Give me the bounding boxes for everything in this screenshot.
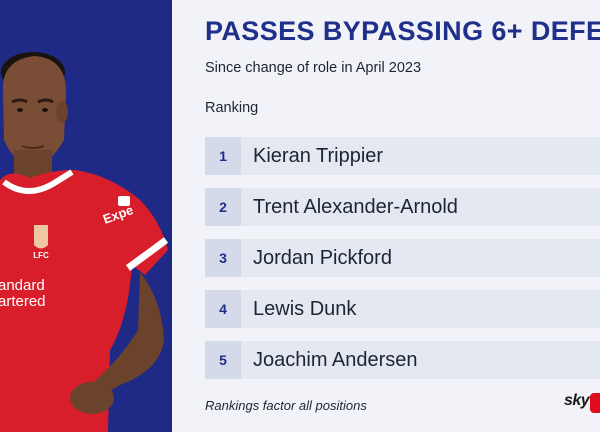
ranking-row: 5 Joachim Andersen	[205, 341, 600, 379]
player-name: Kieran Trippier	[253, 145, 384, 167]
player-photo: LFC Expe andard artered	[0, 52, 169, 432]
crest-text: LFC	[33, 251, 49, 260]
page-title: PASSES BYPASSING 6+ DEFENDERS	[205, 16, 600, 46]
footnote: Rankings factor all positions	[205, 398, 367, 413]
shirt-sponsor-line-1: andard	[0, 277, 45, 294]
logo-mark	[590, 393, 600, 413]
rank-number: 2	[205, 188, 241, 226]
rankings-panel: PASSES BYPASSING 6+ DEFENDERS Since chan…	[172, 0, 600, 432]
ranking-row: 4 Lewis Dunk	[205, 290, 600, 328]
rank-number: 1	[205, 137, 241, 175]
player-photo-panel: LFC Expe andard artered	[0, 0, 172, 432]
player-name: Trent Alexander-Arnold	[253, 196, 458, 218]
shirt-sponsor-line-2: artered	[0, 293, 46, 310]
section-label: Ranking	[205, 100, 259, 116]
player-name: Lewis Dunk	[253, 298, 357, 320]
subtitle: Since change of role in April 2023	[205, 60, 422, 76]
player-name: Jordan Pickford	[253, 247, 392, 269]
rank-number: 4	[205, 290, 241, 328]
rank-number: 5	[205, 341, 241, 379]
ranking-row: 3 Jordan Pickford	[205, 239, 600, 277]
logo-text: sky	[564, 392, 590, 409]
rank-number: 3	[205, 239, 241, 277]
ranking-row: 1 Kieran Trippier	[205, 137, 600, 175]
ranking-row: 2 Trent Alexander-Arnold	[205, 188, 600, 226]
sky-sports-logo-icon: sky	[562, 391, 600, 415]
player-name: Joachim Andersen	[253, 349, 418, 371]
